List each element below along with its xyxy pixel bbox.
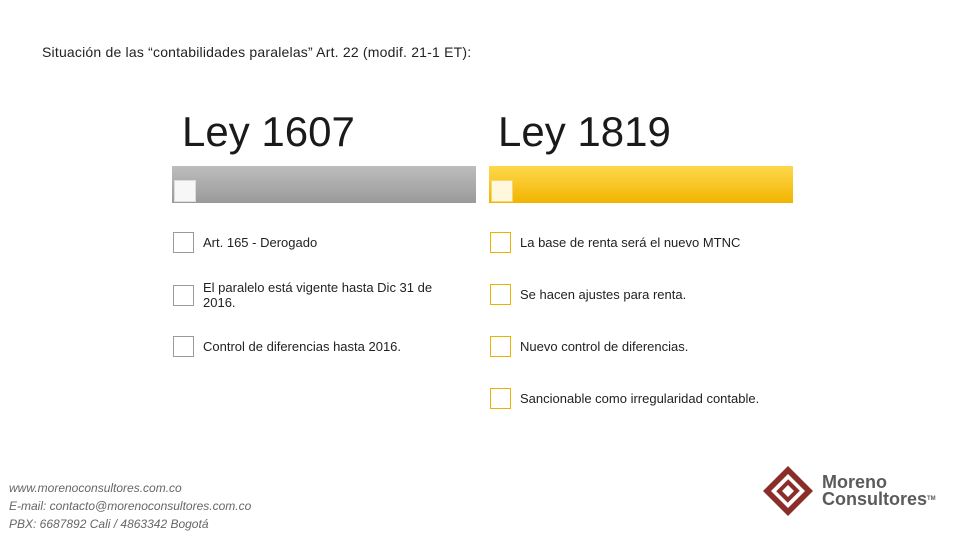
checkbox-icon [490, 336, 511, 357]
list-item-text: Sancionable como irregularidad contable. [520, 391, 760, 406]
list-item: La base de renta será el nuevo MTNC [490, 232, 740, 253]
column-heading-ley-1607: Ley 1607 [182, 108, 355, 155]
list-item-text: Nuevo control de diferencias. [520, 339, 689, 354]
logo-line2: Consultores [822, 489, 928, 509]
footer-website-link[interactable]: www.morenoconsultores.com.co [9, 481, 182, 495]
footer-contact: www.morenoconsultores.com.co E-mail: con… [9, 479, 251, 533]
column-bar-gold [489, 166, 793, 203]
list-item: Se hacen ajustes para renta. [490, 284, 686, 305]
slide-title: Situación de las “contabilidades paralel… [42, 44, 472, 60]
list-item: Nuevo control de diferencias. [490, 336, 688, 357]
checkbox-icon [173, 232, 194, 253]
bar-square-icon [491, 180, 513, 202]
diamond-logo-icon [763, 466, 813, 516]
checkbox-icon [173, 336, 194, 357]
list-item-text: Se hacen ajustes para renta. [520, 287, 687, 302]
list-item: El paralelo está vigente hasta Dic 31 de… [173, 280, 463, 310]
list-item-text: Control de diferencias hasta 2016. [203, 339, 402, 354]
logo-line1: Moreno [822, 472, 887, 492]
footer-email: E-mail: contacto@morenoconsultores.com.c… [9, 499, 252, 513]
list-item-text: Art. 165 - Derogado [203, 235, 318, 250]
checkbox-icon [490, 388, 511, 409]
company-logo: Moreno ConsultoresTM [762, 465, 936, 517]
list-item: Art. 165 - Derogado [173, 232, 317, 253]
checkbox-icon [173, 284, 194, 306]
logo-trademark: TM [927, 496, 936, 502]
column-heading-ley-1819: Ley 1819 [498, 108, 671, 155]
footer-phone: PBX: 6687892 Cali / 4863342 Bogotá [9, 517, 209, 531]
column-bar-gray [172, 166, 476, 203]
logo-wordmark: Moreno ConsultoresTM [822, 472, 936, 509]
list-item: Control de diferencias hasta 2016. [173, 336, 401, 357]
bar-square-icon [174, 180, 196, 202]
checkbox-icon [490, 232, 511, 253]
list-item: Sancionable como irregularidad contable. [490, 388, 759, 409]
list-item-text: El paralelo está vigente hasta Dic 31 de… [203, 280, 433, 310]
list-item-text: La base de renta será el nuevo MTNC [520, 235, 741, 250]
checkbox-icon [490, 284, 511, 305]
